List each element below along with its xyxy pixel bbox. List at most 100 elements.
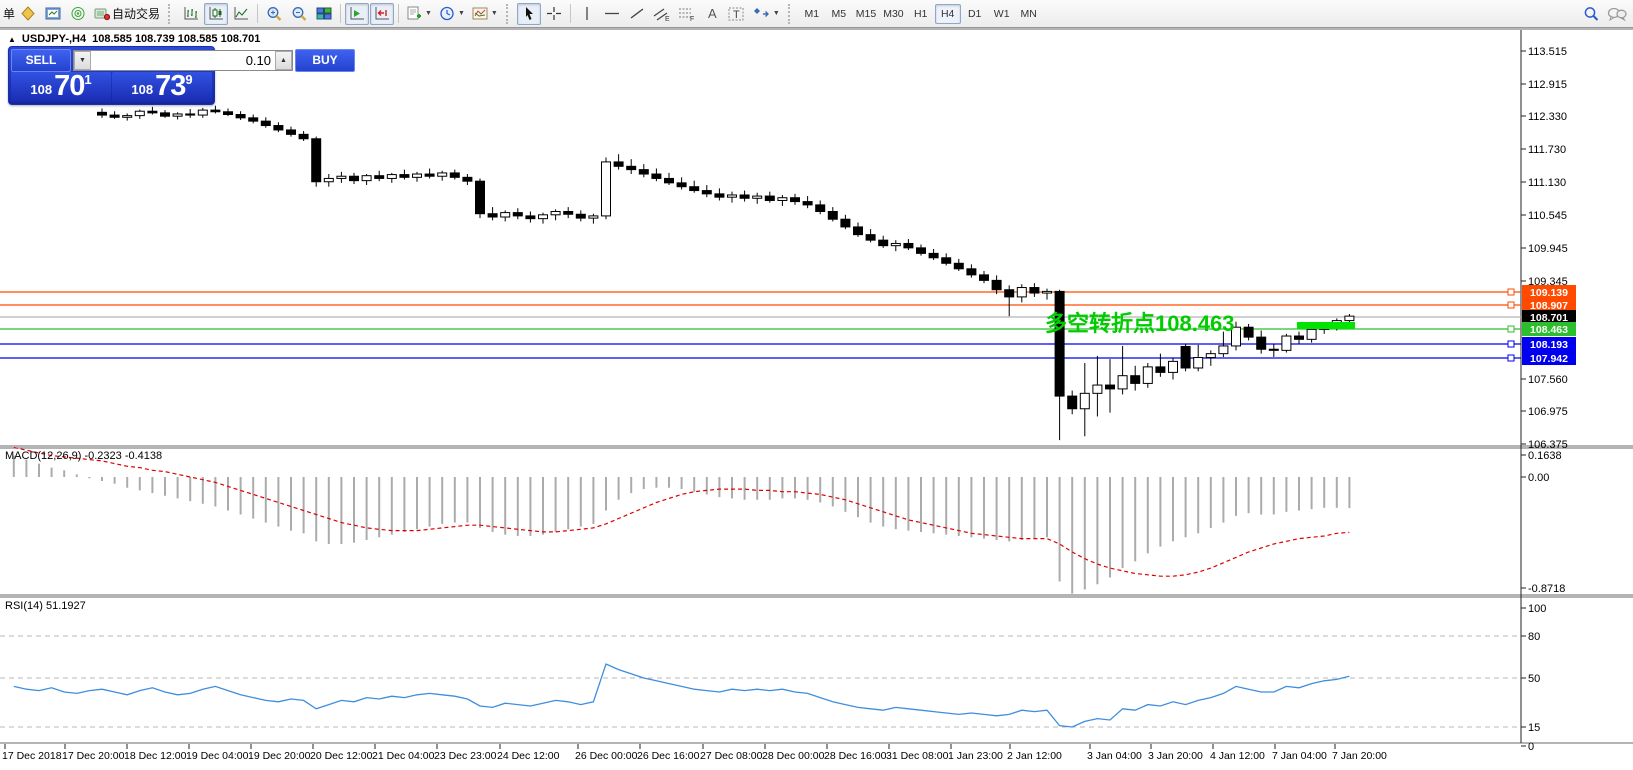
buy-button[interactable]: BUY bbox=[295, 48, 355, 72]
arrows-button[interactable]: ▼ bbox=[750, 3, 783, 25]
new-chart-button[interactable] bbox=[41, 3, 65, 25]
tile-windows-button[interactable] bbox=[312, 3, 336, 25]
candle bbox=[412, 171, 422, 182]
search-button[interactable] bbox=[1579, 3, 1603, 25]
candle bbox=[979, 271, 989, 284]
community-chat-button[interactable] bbox=[1604, 3, 1630, 25]
time-tick-label: 28 Dec 16:00 bbox=[824, 750, 887, 762]
timeframe-M15[interactable]: M15 bbox=[855, 7, 877, 20]
price-line-label bbox=[1522, 337, 1576, 351]
fibonacci-button[interactable]: F bbox=[675, 3, 699, 25]
timeframe-M1[interactable]: M1 bbox=[804, 7, 820, 20]
zoom-out-button[interactable] bbox=[287, 3, 311, 25]
autotrading-label: 自动交易 bbox=[112, 7, 161, 21]
volume-decrease-button[interactable]: ▼ bbox=[74, 50, 91, 70]
chart-window-icon bbox=[45, 7, 61, 20]
highlight-trend-segment[interactable] bbox=[1297, 322, 1355, 329]
bar-chart-button[interactable] bbox=[179, 3, 203, 25]
vertical-line-button[interactable] bbox=[575, 3, 599, 25]
autotrading-icon bbox=[94, 8, 111, 21]
candle bbox=[260, 117, 271, 128]
svg-text:A: A bbox=[708, 6, 717, 21]
channel-button[interactable]: E bbox=[650, 3, 674, 25]
candle bbox=[122, 113, 133, 121]
sell-button[interactable]: SELL bbox=[11, 48, 71, 72]
volume-control: ▼ ▲ bbox=[73, 49, 293, 71]
line-handle[interactable] bbox=[1507, 288, 1515, 296]
sell-price-pips: 70 bbox=[54, 70, 85, 102]
volume-increase-button[interactable]: ▲ bbox=[275, 50, 292, 70]
autoscroll-button[interactable] bbox=[345, 2, 370, 25]
timeframe-H1[interactable]: H1 bbox=[913, 7, 928, 20]
volume-input[interactable] bbox=[91, 50, 275, 70]
line-handle[interactable] bbox=[1507, 325, 1515, 333]
new-order-button-partial[interactable]: 单 bbox=[3, 7, 16, 21]
timeframe-H4[interactable]: H4 bbox=[934, 3, 961, 24]
candle bbox=[1117, 345, 1128, 395]
price-tick-label: 109.945 bbox=[1528, 243, 1568, 255]
timeframe-W1[interactable]: W1 bbox=[993, 7, 1010, 20]
line-chart-button[interactable] bbox=[229, 3, 253, 25]
autotrading-button[interactable]: 自动交易 bbox=[91, 3, 163, 25]
one-click-trading-panel: SELL ▼ ▲ BUY 108 70 1 108 73 9 bbox=[8, 46, 355, 105]
sell-price-button[interactable]: 108 70 1 bbox=[11, 72, 111, 102]
candle bbox=[588, 213, 599, 224]
candle bbox=[1130, 365, 1141, 391]
market-watch-icon[interactable] bbox=[16, 3, 40, 25]
candle bbox=[714, 188, 725, 201]
text-label-button[interactable]: T bbox=[725, 3, 749, 25]
periods-button[interactable]: ▼ bbox=[436, 3, 468, 25]
candle bbox=[185, 109, 196, 118]
candlestick-chart-button[interactable] bbox=[204, 2, 229, 25]
candle bbox=[1218, 331, 1229, 357]
timeframe-MN[interactable]: MN bbox=[1020, 7, 1037, 20]
toolbar-gripper bbox=[168, 3, 174, 24]
time-tick-label: 3 Jan 04:00 bbox=[1087, 750, 1142, 762]
line-handle[interactable] bbox=[1507, 301, 1515, 309]
timeframe-D1[interactable]: D1 bbox=[967, 7, 982, 20]
signals-button[interactable] bbox=[66, 3, 90, 25]
crosshair-button[interactable] bbox=[542, 3, 566, 25]
indicators-button[interactable]: ▼ bbox=[403, 3, 435, 25]
text-button[interactable]: A bbox=[700, 3, 724, 25]
buy-price-button[interactable]: 108 73 9 bbox=[112, 72, 212, 102]
line-handle[interactable] bbox=[1507, 354, 1515, 362]
price-tick-label: 112.915 bbox=[1528, 79, 1567, 91]
macd-axis-label: 0.00 bbox=[1528, 472, 1549, 484]
candle bbox=[223, 108, 233, 117]
candle bbox=[966, 264, 977, 278]
candle bbox=[248, 114, 259, 124]
toolbar-separator bbox=[398, 4, 400, 23]
candle bbox=[1281, 333, 1292, 353]
cursor-button[interactable] bbox=[516, 2, 541, 25]
rsi-axis-label: 50 bbox=[1528, 673, 1540, 685]
trendline-button[interactable] bbox=[625, 3, 649, 25]
horizontal-line-button[interactable] bbox=[600, 3, 624, 25]
candle bbox=[386, 172, 397, 183]
zoom-in-button[interactable] bbox=[262, 3, 286, 25]
clock-icon bbox=[440, 6, 454, 21]
timeframe-M5[interactable]: M5 bbox=[831, 7, 847, 20]
line-handle[interactable] bbox=[1507, 340, 1515, 348]
chart-canvas[interactable]: 113.515 112.915 112.330 111.730 111.130 110.5… bbox=[0, 28, 1633, 770]
collapse-triangle-icon[interactable]: ▲ bbox=[8, 34, 16, 44]
candle bbox=[916, 244, 926, 256]
dropdown-arrow-icon: ▼ bbox=[772, 10, 780, 17]
rsi-axis-label: 0 bbox=[1528, 741, 1534, 753]
time-tick-label: 3 Jan 20:00 bbox=[1148, 750, 1203, 762]
time-tick-label: 24 Dec 12:00 bbox=[497, 750, 560, 762]
time-axis[interactable]: 17 Dec 2018 17 Dec 20:00 18 Dec 12:00 19 De… bbox=[2, 744, 1387, 762]
templates-button[interactable]: ▼ bbox=[469, 3, 501, 25]
candle bbox=[97, 108, 107, 118]
candle bbox=[840, 214, 851, 230]
price-tick-label: 113.515 bbox=[1528, 46, 1567, 58]
candle bbox=[941, 253, 952, 266]
candle bbox=[739, 190, 750, 202]
timeframe-M30[interactable]: M30 bbox=[883, 7, 904, 20]
chart-shift-button[interactable] bbox=[370, 2, 395, 25]
cursor-icon bbox=[525, 7, 533, 20]
price-line-label-text: 109.139 bbox=[1530, 287, 1568, 299]
candle bbox=[525, 211, 536, 223]
candle bbox=[701, 185, 712, 198]
